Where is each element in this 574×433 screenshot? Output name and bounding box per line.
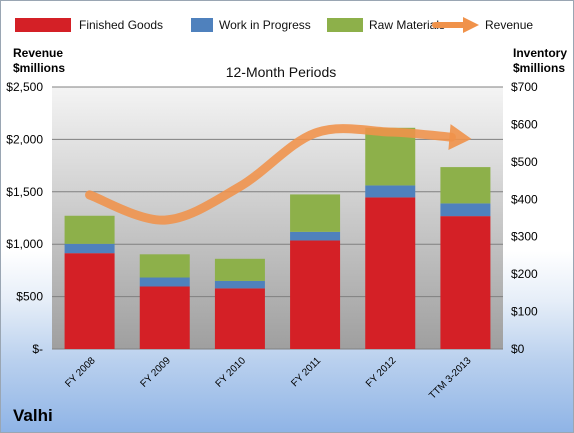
right-tick-label-7: $700	[511, 80, 538, 94]
right-tick-label-6: $600	[511, 117, 538, 131]
left-tick-label-5: $2,500	[6, 80, 43, 94]
bar-finished-goods-2	[214, 288, 265, 349]
right-tick-label-5: $500	[511, 155, 538, 169]
x-tick-label-2: FY 2010	[214, 355, 249, 390]
legend-label-finished-goods: Finished Goods	[79, 18, 163, 32]
legend-swatch-revenue-arrow	[432, 17, 479, 33]
right-tick-label-1: $100	[511, 305, 538, 319]
legend-label-raw-materials: Raw Materials	[369, 18, 445, 32]
revenue-series	[85, 124, 472, 225]
x-tick-label-4: FY 2012	[364, 355, 399, 390]
bar-raw-materials-0	[64, 215, 115, 244]
right-tick-label-2: $200	[511, 267, 538, 281]
legend-swatch-work-in-progress	[191, 18, 213, 32]
bar-finished-goods-4	[365, 197, 416, 349]
legend-label-work-in-progress: Work in Progress	[219, 18, 311, 32]
legend-label-revenue: Revenue	[485, 18, 533, 32]
right-axis-title-line1: Inventory	[513, 46, 567, 60]
bar-raw-materials-3	[290, 194, 341, 232]
revenue-line	[85, 124, 456, 225]
bar-finished-goods-0	[64, 253, 115, 349]
x-tick-label-0: FY 2008	[63, 355, 98, 390]
bar-work-in-progress-5	[440, 203, 491, 217]
bar-finished-goods-3	[290, 240, 341, 349]
left-axis-title-line1: Revenue	[13, 46, 63, 60]
bar-work-in-progress-4	[365, 185, 416, 198]
chart-subtitle: 12-Month Periods	[226, 64, 337, 80]
bar-raw-materials-5	[440, 167, 491, 204]
x-tick-label-3: FY 2011	[289, 355, 323, 389]
left-tick-label-4: $2,000	[6, 132, 43, 146]
bar-finished-goods-1	[139, 286, 190, 349]
bar-work-in-progress-2	[214, 280, 265, 289]
bar-work-in-progress-0	[64, 243, 115, 254]
left-tick-label-1: $500	[16, 290, 43, 304]
x-tick-label-5: TTM 3-2013	[427, 355, 474, 402]
bar-work-in-progress-1	[139, 277, 190, 287]
x-tick-label-1: FY 2009	[138, 355, 173, 390]
right-tick-label-4: $400	[511, 192, 538, 206]
right-tick-label-3: $300	[511, 230, 538, 244]
legend-swatch-raw-materials	[327, 18, 363, 32]
bar-finished-goods-5	[440, 216, 491, 349]
legend-swatch-finished-goods	[15, 18, 71, 32]
bar-raw-materials-1	[139, 254, 190, 278]
right-tick-label-0: $0	[511, 342, 525, 356]
grid-lines	[52, 86, 503, 350]
revenue-arrowhead	[448, 124, 472, 150]
bar-work-in-progress-3	[290, 231, 341, 241]
company-name: Valhi	[13, 406, 53, 425]
left-tick-label-0: $-	[32, 342, 43, 356]
left-axis-title-line2: $millions	[13, 61, 65, 75]
left-tick-label-2: $1,000	[6, 237, 43, 251]
bar-raw-materials-2	[214, 258, 265, 281]
legend: Finished Goods Work in Progress Raw Mate…	[15, 17, 533, 33]
right-axis-title-line2: $millions	[513, 61, 565, 75]
left-tick-label-3: $1,500	[6, 185, 43, 199]
plot-area	[52, 87, 503, 349]
